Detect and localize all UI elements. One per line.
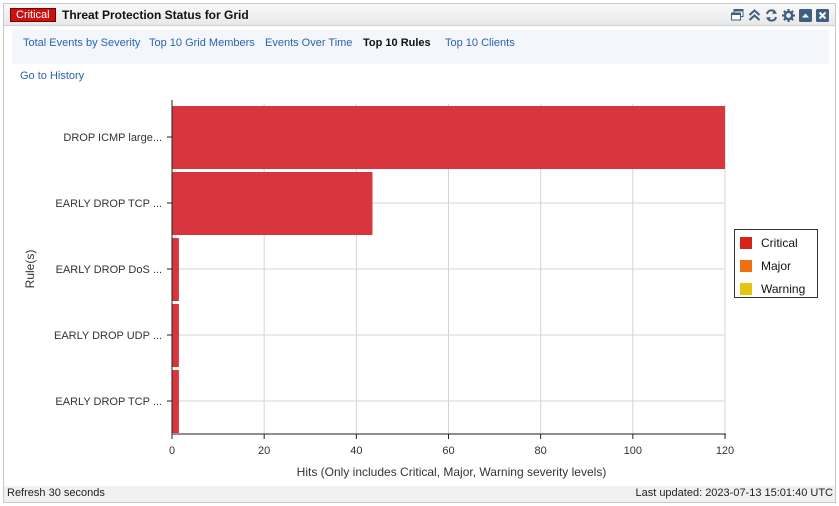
tab-top-10-grid-members[interactable]: Top 10 Grid Members bbox=[149, 37, 255, 49]
go-to-history-link[interactable]: Go to History bbox=[20, 70, 85, 82]
legend-label-critical: Critical bbox=[761, 236, 798, 250]
legend-swatch-critical bbox=[740, 237, 752, 249]
legend-label-major: Major bbox=[761, 259, 792, 273]
bar[interactable] bbox=[172, 304, 179, 367]
close-icon[interactable] bbox=[815, 8, 829, 22]
x-tick-label: 20 bbox=[258, 445, 270, 457]
legend-item-major[interactable]: Major bbox=[740, 259, 791, 273]
legend-swatch-warning bbox=[740, 283, 752, 295]
widget-header: Critical Threat Protection Status for Gr… bbox=[4, 4, 835, 26]
bar[interactable] bbox=[172, 172, 373, 235]
tab-events-over-time[interactable]: Events Over Time bbox=[265, 37, 353, 49]
bar[interactable] bbox=[172, 370, 179, 433]
tab-top-10-rules[interactable]: Top 10 Rules bbox=[363, 37, 431, 49]
x-tick-label: 60 bbox=[442, 445, 454, 457]
bar[interactable] bbox=[172, 106, 725, 169]
tab-bar: Total Events by Severity Top 10 Grid Mem… bbox=[12, 30, 829, 64]
minimize-icon[interactable] bbox=[798, 8, 812, 22]
widget-title: Threat Protection Status for Grid bbox=[62, 8, 249, 22]
x-tick-label: 0 bbox=[169, 445, 175, 457]
windows-icon[interactable] bbox=[730, 8, 744, 22]
threat-protection-widget: Critical Threat Protection Status for Gr… bbox=[3, 3, 836, 503]
legend-item-warning[interactable]: Warning bbox=[740, 282, 805, 296]
widget-footer: Refresh 30 seconds Last updated: 2023-07… bbox=[4, 486, 835, 502]
severity-badge: Critical bbox=[10, 8, 56, 22]
refresh-interval: Refresh 30 seconds bbox=[7, 487, 105, 499]
collapse-up-icon[interactable] bbox=[747, 8, 761, 22]
refresh-icon[interactable] bbox=[764, 8, 778, 22]
y-tick-label: EARLY DROP TCP ... bbox=[55, 198, 162, 210]
y-tick-label: DROP ICMP large... bbox=[63, 132, 162, 144]
chart-legend: Critical Major Warning bbox=[734, 229, 818, 298]
last-updated: Last updated: 2023-07-13 15:01:40 UTC bbox=[635, 487, 833, 499]
x-tick-label: 120 bbox=[716, 445, 734, 457]
bar[interactable] bbox=[172, 238, 179, 301]
tab-top-10-clients[interactable]: Top 10 Clients bbox=[445, 37, 515, 49]
gear-icon[interactable] bbox=[781, 8, 795, 22]
legend-item-critical[interactable]: Critical bbox=[740, 236, 798, 250]
legend-swatch-major bbox=[740, 260, 752, 272]
top-rules-chart: DROP ICMP large... EARLY DROP TCP ... EARL… bbox=[4, 88, 835, 487]
x-tick-label: 40 bbox=[350, 445, 362, 457]
x-axis-label: Hits (Only includes Critical, Major, War… bbox=[297, 465, 607, 479]
legend-label-warning: Warning bbox=[761, 282, 806, 296]
chart-svg: DROP ICMP large... EARLY DROP TCP ... EARL… bbox=[23, 100, 734, 479]
x-tick-label: 100 bbox=[624, 445, 642, 457]
y-tick-label: EARLY DROP UDP ... bbox=[54, 330, 162, 342]
tab-total-events-by-severity[interactable]: Total Events by Severity bbox=[23, 37, 141, 49]
y-tick-label: EARLY DROP TCP ... bbox=[55, 396, 162, 408]
y-axis-label: Rule(s) bbox=[23, 250, 37, 289]
x-tick-label: 80 bbox=[535, 445, 547, 457]
header-tools bbox=[730, 8, 829, 22]
y-tick-label: EARLY DROP DoS ... bbox=[56, 264, 162, 276]
